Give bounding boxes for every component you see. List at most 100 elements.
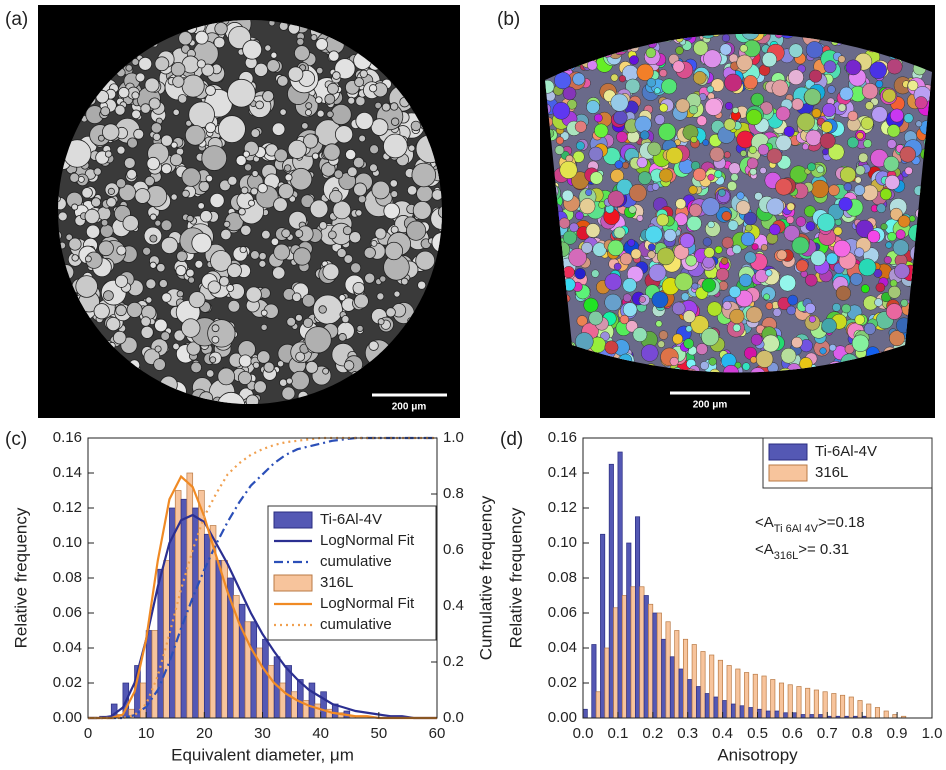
particle: [690, 315, 709, 334]
particle: [71, 254, 79, 262]
particle: [205, 122, 217, 134]
panel-label: (c): [5, 429, 27, 450]
particle: [333, 169, 344, 179]
particle: [301, 122, 309, 130]
particle: [320, 162, 336, 177]
particle: [656, 247, 675, 266]
particle: [184, 124, 206, 146]
particle: [324, 93, 336, 105]
particle: [825, 252, 839, 265]
particle: [213, 36, 226, 49]
y-tick-label: 0.04: [53, 639, 82, 656]
particle: [854, 176, 862, 184]
x-tick-label: 40: [312, 725, 329, 742]
bar: [691, 644, 697, 719]
particle: [579, 198, 596, 215]
particle: [783, 126, 795, 138]
bar: [778, 682, 785, 719]
particle: [235, 154, 247, 166]
particle: [574, 120, 587, 133]
particle: [736, 130, 754, 149]
particle: [238, 207, 246, 216]
particle: [209, 192, 225, 209]
particle: [822, 103, 837, 117]
particle: [763, 293, 770, 301]
bar: [722, 700, 728, 719]
particle: [188, 291, 206, 309]
particle: [276, 75, 289, 87]
bar: [604, 647, 610, 719]
particle: [607, 239, 624, 257]
particle: [390, 190, 399, 198]
particle: [619, 252, 633, 266]
particle: [838, 103, 847, 112]
particle: [358, 134, 366, 143]
particle: [133, 128, 145, 140]
particle: [115, 178, 127, 189]
particle: [888, 285, 901, 299]
particle: [876, 203, 887, 214]
particle: [347, 96, 356, 105]
bar: [831, 693, 837, 719]
particle: [161, 292, 172, 303]
x-tick-label: 10: [138, 725, 155, 742]
particle: [295, 313, 303, 322]
x-tick-label: 50: [370, 725, 387, 742]
particle: [131, 91, 140, 100]
particle: [740, 231, 756, 247]
particle: [775, 178, 793, 196]
particle: [287, 66, 304, 82]
particle: [327, 230, 337, 240]
particle: [152, 132, 161, 142]
particle: [644, 225, 663, 244]
particle: [97, 134, 105, 142]
particle: [750, 356, 758, 364]
particle: [686, 215, 702, 231]
particle: [369, 144, 380, 155]
bar: [874, 707, 880, 719]
y2-tick-label: 1.0: [443, 429, 464, 446]
legend-label: Ti-6Al-4V: [815, 443, 877, 460]
particle: [284, 173, 293, 182]
particle: [810, 250, 826, 266]
particle: [709, 368, 721, 373]
particle: [861, 83, 879, 100]
particle: [385, 307, 396, 318]
particle: [843, 182, 853, 192]
particle: [679, 233, 695, 249]
particle: [562, 230, 577, 245]
particle: [816, 213, 836, 232]
legend-swatch: [273, 574, 313, 592]
bar: [621, 595, 627, 719]
particle: [581, 242, 593, 254]
particle: [865, 101, 874, 111]
particle: [696, 115, 708, 126]
particle: [622, 293, 632, 303]
particle: [227, 175, 238, 186]
x-tick-label: 0.3: [677, 725, 698, 742]
particle: [69, 172, 80, 183]
particle: [696, 343, 708, 355]
x-tick-label: 1.0: [922, 725, 943, 742]
particle: [198, 180, 210, 192]
particle: [300, 194, 315, 208]
particle: [622, 278, 637, 293]
particle: [383, 133, 408, 159]
particle: [172, 342, 180, 351]
particle: [765, 269, 773, 277]
particle: [746, 157, 759, 170]
particle: [175, 265, 187, 277]
particle: [245, 286, 262, 303]
x-tick-label: 30: [254, 725, 271, 742]
y2-tick-label: 0.4: [443, 597, 464, 614]
particle: [863, 322, 876, 335]
particle: [81, 187, 93, 199]
particle: [169, 153, 183, 167]
particle: [839, 166, 857, 183]
bar: [744, 672, 750, 719]
particle: [170, 141, 178, 149]
particle: [585, 223, 601, 238]
particle: [736, 200, 751, 215]
particle: [305, 360, 319, 374]
particle: [116, 245, 127, 256]
